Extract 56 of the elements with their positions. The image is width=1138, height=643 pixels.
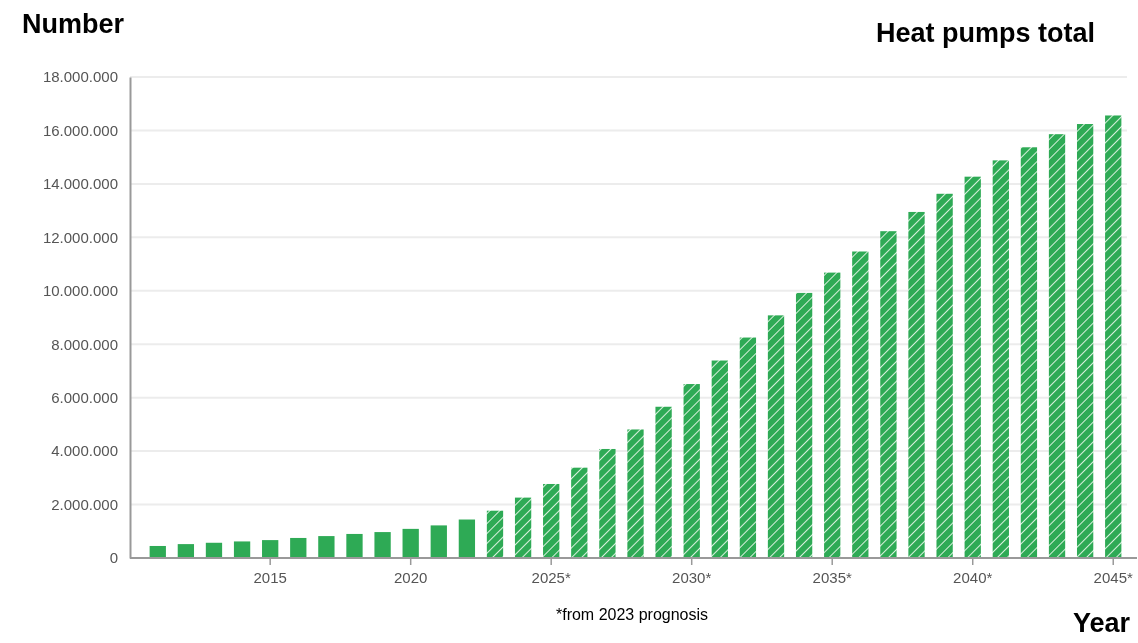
y-tick-label: 12.000.000: [42, 228, 118, 246]
bar: [1105, 115, 1122, 558]
bar: [430, 525, 447, 558]
bar: [374, 532, 391, 558]
bar: [992, 160, 1009, 558]
x-tick-label: 2015: [253, 568, 287, 586]
bar: [655, 406, 672, 558]
bar: [233, 541, 251, 558]
bar: [149, 545, 166, 558]
bar: [402, 528, 419, 558]
bar: [346, 533, 363, 558]
y-tick-label: 4.000.000: [51, 442, 118, 460]
bar: [177, 544, 195, 558]
bar: [711, 360, 728, 558]
bar: [908, 211, 925, 558]
bar: [318, 536, 335, 558]
y-tick-label: 6.000.000: [51, 388, 118, 406]
bar: [880, 231, 897, 558]
chart-title: Heat pumps total: [875, 18, 1095, 48]
bar: [683, 384, 700, 558]
bar: [1076, 124, 1094, 558]
bar: [824, 272, 841, 558]
bar: [571, 467, 588, 558]
x-axis-title: Year: [1072, 608, 1131, 638]
y-tick-label: 14.000.000: [42, 175, 118, 193]
x-tick-label: 2035*: [812, 568, 852, 586]
bar: [767, 315, 785, 558]
bar: [964, 176, 981, 558]
x-tick-label: 2025*: [531, 568, 571, 586]
bar: [262, 540, 279, 558]
bar: [290, 537, 307, 558]
bar: [627, 429, 644, 558]
bar: [795, 292, 813, 558]
x-tick-label: 2020: [394, 568, 428, 586]
bar: [739, 337, 757, 558]
bar: [458, 519, 476, 558]
bar: [599, 448, 616, 558]
bar: [514, 497, 532, 558]
y-tick-label: 10.000.000: [42, 282, 118, 300]
bar: [1048, 134, 1066, 558]
y-tick-label: 2.000.000: [51, 495, 118, 513]
y-axis-title: Number: [22, 9, 125, 39]
text: *from 2023 prognosis: [555, 606, 709, 623]
bar: [1020, 147, 1038, 558]
bar: [936, 193, 953, 558]
bar: [852, 251, 869, 558]
x-tick-label: 2040*: [953, 568, 993, 586]
y-tick-label: 8.000.000: [51, 335, 118, 353]
y-tick-label: 0: [109, 549, 118, 567]
y-tick-label: 18.000.000: [42, 68, 118, 86]
bar: [486, 510, 504, 558]
x-tick-label: 2030*: [672, 568, 712, 586]
bar: [205, 542, 223, 558]
y-tick-label: 16.000.000: [42, 121, 118, 139]
x-tick-label: 2045*: [1093, 568, 1133, 586]
bar: [543, 483, 560, 558]
